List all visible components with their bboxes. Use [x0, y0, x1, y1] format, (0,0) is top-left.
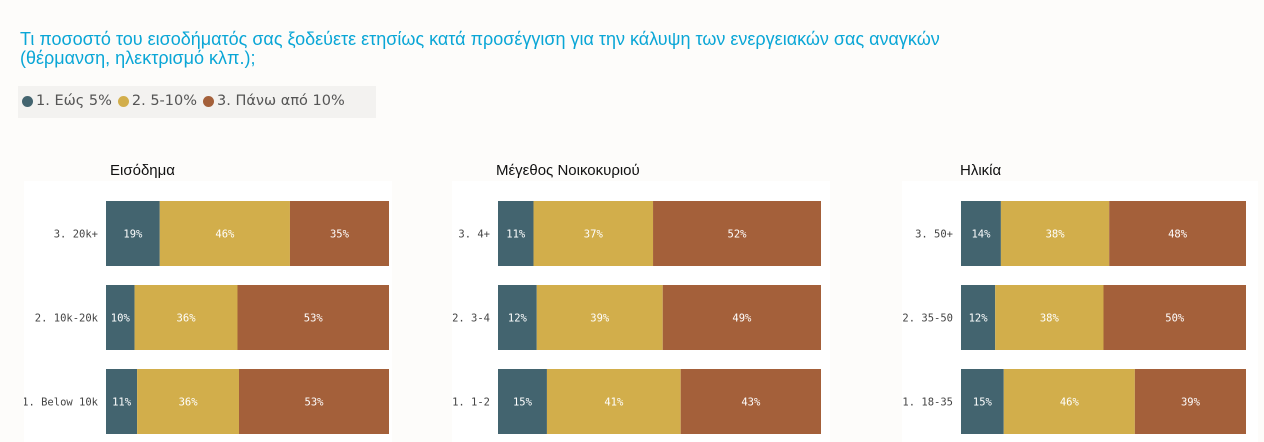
bar-segment [289, 201, 389, 266]
data-label: 53% [305, 397, 325, 409]
bar-segment [239, 369, 389, 434]
data-label: 11% [112, 397, 132, 409]
bar-segment [498, 201, 534, 266]
bar-segment [498, 285, 537, 350]
bar-segment [961, 369, 1004, 434]
bar-segment [1134, 369, 1246, 434]
data-label: 15% [513, 397, 533, 409]
bar-segment [961, 201, 1001, 266]
legend-dot-icon [22, 95, 33, 107]
category-label: 2. 10k-20k [35, 313, 99, 325]
bar-segment [106, 201, 160, 266]
data-label: 15% [973, 397, 993, 409]
bar-segment [536, 285, 663, 350]
data-label: 38% [1046, 229, 1066, 241]
legend-dot-icon [203, 95, 215, 107]
data-label: 53% [304, 313, 324, 325]
bar-segment [546, 369, 681, 434]
category-label: 2. 35-50 [902, 313, 953, 325]
legend-item-2: 2. 5-10% [117, 93, 198, 109]
data-label: 39% [590, 313, 610, 325]
bar-segment [961, 285, 996, 350]
chart-panel-income: 3. 20k+ 19% 46% 35% 2. 10k-20k 10% 36% 53% 1. Be… [24, 181, 392, 442]
chart-title-income: Εισόδημα [110, 162, 175, 179]
category-label: 1. 1-2 [452, 397, 490, 409]
legend-label: 1. Εώς 5% [36, 93, 112, 109]
bar-segment [995, 285, 1104, 350]
legend: 1. Εώς 5% 2. 5-10% 3. Πάνω από 10% [22, 93, 345, 109]
legend-item-3: 3. Πάνω από 10% [203, 93, 345, 109]
bar-segment [237, 285, 389, 350]
chart-title-household: Μέγεθος Νοικοκυριού [496, 162, 640, 179]
legend-item-1: 1. Εώς 5% [22, 93, 112, 109]
bar-segment [1003, 369, 1135, 434]
bar-segment [1103, 285, 1246, 350]
data-label: 10% [111, 313, 131, 325]
category-label: 3. 4+ [458, 229, 490, 241]
data-label: 38% [1040, 313, 1060, 325]
bar-segment [680, 369, 821, 434]
data-label: 50% [1165, 313, 1185, 325]
legend-dot-icon [117, 95, 129, 107]
chart-panel-household: 3. 4+ 11% 37% 52% 2. 3-4 12% 39% 49% 1. 1-2 15% 41… [452, 181, 830, 442]
bar-segment [662, 285, 821, 350]
legend-label: 3. Πάνω από 10% [217, 93, 345, 109]
data-label: 19% [123, 229, 143, 241]
data-label: 43% [741, 397, 761, 409]
category-label: 3. 50+ [915, 229, 953, 241]
bar-segment [137, 369, 240, 434]
bar-segment [134, 285, 238, 350]
bar-segment [159, 201, 290, 266]
legend-label: 2. 5-10% [131, 93, 198, 109]
bar-segment [498, 369, 547, 434]
data-label: 39% [1181, 397, 1201, 409]
chart-household: 3. 4+ 11% 37% 52% 2. 3-4 12% 39% 49% 1. 1-2 15% 41… [452, 201, 821, 434]
data-label: 11% [506, 229, 526, 241]
chart-income: 3. 20k+ 19% 46% 35% 2. 10k-20k 10% 36% 53% 1. Be… [24, 201, 389, 434]
data-label: 41% [604, 397, 624, 409]
chart-panel-age: 3. 50+ 14% 38% 48% 2. 35-50 12% 38% 50% 1. 18-35… [902, 181, 1258, 442]
category-label: 1. Below 10k [24, 397, 99, 409]
bar-segment [1109, 201, 1246, 266]
category-label: 3. 20k+ [54, 229, 98, 241]
data-label: 46% [215, 229, 235, 241]
data-label: 12% [969, 313, 989, 325]
data-label: 52% [728, 229, 748, 241]
data-label: 36% [177, 313, 197, 325]
data-label: 36% [179, 397, 199, 409]
chart-title-age: Ηλικία [960, 162, 1002, 179]
bar-segment [106, 285, 135, 350]
bar-segment [1000, 201, 1110, 266]
bar-segment [653, 201, 821, 266]
legend-background [18, 86, 376, 118]
data-label: 46% [1060, 397, 1080, 409]
chart-age: 3. 50+ 14% 38% 48% 2. 35-50 12% 38% 50% 1. 18-35… [902, 201, 1246, 434]
bar-segment [533, 201, 654, 266]
data-label: 12% [508, 313, 528, 325]
bar-segment [106, 369, 138, 434]
data-label: 48% [1168, 229, 1188, 241]
data-label: 37% [584, 229, 604, 241]
data-label: 14% [971, 229, 991, 241]
data-label: 35% [330, 229, 350, 241]
question-title: Τι ποσοστό του εισοδήματός σας ξοδεύετε … [20, 29, 940, 68]
category-label: 1. 18-35 [902, 397, 953, 409]
data-label: 49% [732, 313, 752, 325]
category-label: 2. 3-4 [452, 313, 490, 325]
